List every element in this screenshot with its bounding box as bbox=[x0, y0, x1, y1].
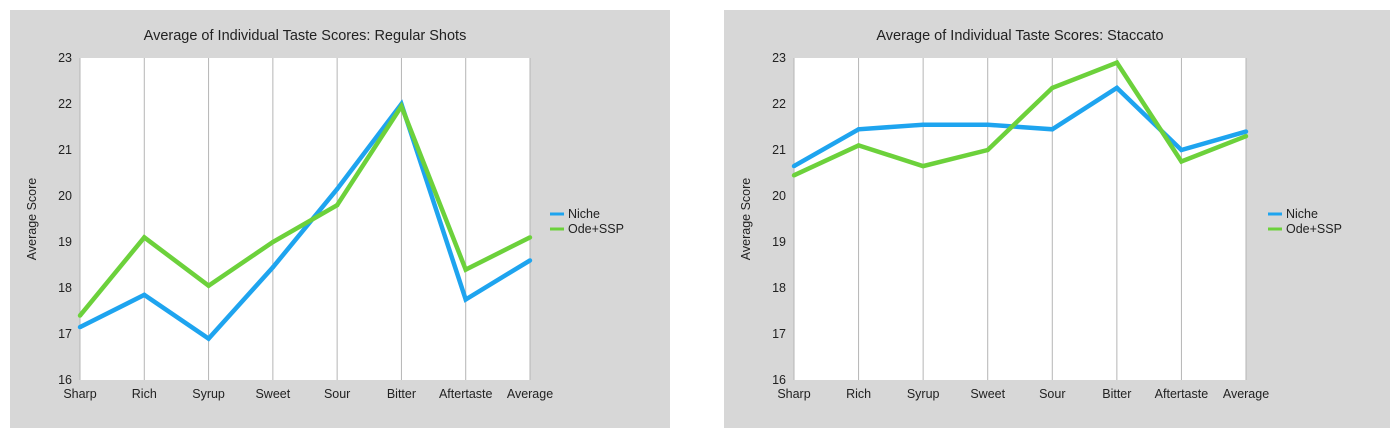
data-point-ode-ssp bbox=[142, 235, 147, 240]
plot-area bbox=[794, 58, 1246, 380]
data-point-niche bbox=[791, 163, 797, 169]
x-tick-label: Aftertaste bbox=[1155, 387, 1209, 401]
y-tick-label: 18 bbox=[58, 281, 72, 295]
data-point-ode-ssp bbox=[206, 283, 211, 288]
y-tick-label: 23 bbox=[772, 51, 786, 65]
x-tick-label: Sour bbox=[324, 387, 350, 401]
data-point-niche bbox=[856, 127, 861, 132]
data-point-niche bbox=[463, 297, 468, 302]
x-tick-label: Sour bbox=[1039, 387, 1065, 401]
x-tick-label: Sharp bbox=[63, 387, 96, 401]
data-point-ode-ssp bbox=[856, 143, 861, 148]
data-point-niche bbox=[1243, 129, 1249, 134]
x-tick-label: Rich bbox=[846, 387, 871, 401]
y-axis-label: Average Score bbox=[739, 178, 753, 261]
data-point-niche bbox=[206, 336, 211, 341]
chart-title: Average of Individual Taste Scores: Stac… bbox=[876, 28, 1163, 44]
chart-panel-staccato: Average of Individual Taste Scores: Stac… bbox=[724, 10, 1390, 428]
x-tick-label: Bitter bbox=[387, 387, 416, 401]
y-tick-label: 21 bbox=[58, 143, 72, 157]
data-point-ode-ssp bbox=[1179, 159, 1184, 164]
data-point-ode-ssp bbox=[920, 163, 926, 169]
y-tick-label: 22 bbox=[772, 97, 786, 111]
data-point-niche bbox=[985, 122, 990, 127]
chart-title: Average of Individual Taste Scores: Regu… bbox=[144, 28, 467, 44]
data-point-niche bbox=[1050, 127, 1055, 132]
data-point-niche bbox=[142, 292, 147, 298]
data-point-niche bbox=[1114, 85, 1120, 91]
y-tick-label: 16 bbox=[58, 373, 72, 387]
legend-label: Ode+SSP bbox=[1286, 222, 1342, 236]
chart-staccato: Average of Individual Taste Scores: Stac… bbox=[739, 28, 1342, 401]
x-tick-label: Sweet bbox=[970, 387, 1005, 401]
y-tick-label: 23 bbox=[58, 51, 72, 65]
y-tick-label: 22 bbox=[58, 97, 72, 111]
chart-regular-shots: Average of Individual Taste Scores: Regu… bbox=[25, 28, 624, 401]
x-tick-label: Sweet bbox=[255, 387, 290, 401]
series-line-ode-ssp bbox=[78, 101, 532, 318]
data-point-ode-ssp bbox=[527, 235, 533, 240]
data-point-ode-ssp bbox=[1050, 85, 1055, 91]
data-point-ode-ssp bbox=[334, 203, 340, 208]
plot-area bbox=[80, 58, 530, 380]
data-point-niche bbox=[1179, 147, 1184, 153]
data-point-niche bbox=[270, 265, 276, 270]
data-point-ode-ssp bbox=[463, 267, 468, 272]
data-point-ode-ssp bbox=[791, 173, 797, 178]
legend-label: Ode+SSP bbox=[568, 222, 624, 236]
data-point-niche bbox=[334, 186, 340, 192]
x-tick-label: Average bbox=[1223, 387, 1269, 401]
series-line-niche bbox=[78, 99, 532, 342]
data-point-ode-ssp bbox=[985, 147, 990, 153]
x-tick-label: Aftertaste bbox=[439, 387, 493, 401]
data-point-niche bbox=[77, 324, 83, 330]
x-tick-label: Average bbox=[507, 387, 553, 401]
legend-label: Niche bbox=[1286, 207, 1318, 221]
x-tick-label: Syrup bbox=[192, 387, 225, 401]
data-point-niche bbox=[527, 258, 533, 263]
series-line-niche bbox=[792, 85, 1247, 169]
data-point-niche bbox=[920, 122, 926, 127]
y-tick-label: 19 bbox=[58, 235, 72, 249]
y-tick-label: 17 bbox=[58, 327, 72, 341]
y-tick-label: 16 bbox=[772, 373, 786, 387]
data-point-ode-ssp bbox=[399, 104, 404, 109]
x-tick-label: Bitter bbox=[1102, 387, 1131, 401]
x-tick-label: Sharp bbox=[777, 387, 810, 401]
data-point-ode-ssp bbox=[77, 313, 83, 318]
y-tick-label: 21 bbox=[772, 143, 786, 157]
x-tick-label: Rich bbox=[132, 387, 157, 401]
x-tick-label: Syrup bbox=[907, 387, 940, 401]
y-tick-label: 17 bbox=[772, 327, 786, 341]
y-tick-label: 19 bbox=[772, 235, 786, 249]
y-tick-label: 20 bbox=[58, 189, 72, 203]
data-point-ode-ssp bbox=[270, 239, 276, 245]
y-axis-label: Average Score bbox=[25, 178, 39, 261]
data-point-ode-ssp bbox=[1114, 60, 1120, 65]
series-line-ode-ssp bbox=[793, 59, 1247, 178]
y-tick-label: 20 bbox=[772, 189, 786, 203]
legend-label: Niche bbox=[568, 207, 600, 221]
y-tick-label: 18 bbox=[772, 281, 786, 295]
chart-panel-regular-shots: Average of Individual Taste Scores: Regu… bbox=[10, 10, 670, 428]
data-point-ode-ssp bbox=[1243, 134, 1249, 139]
